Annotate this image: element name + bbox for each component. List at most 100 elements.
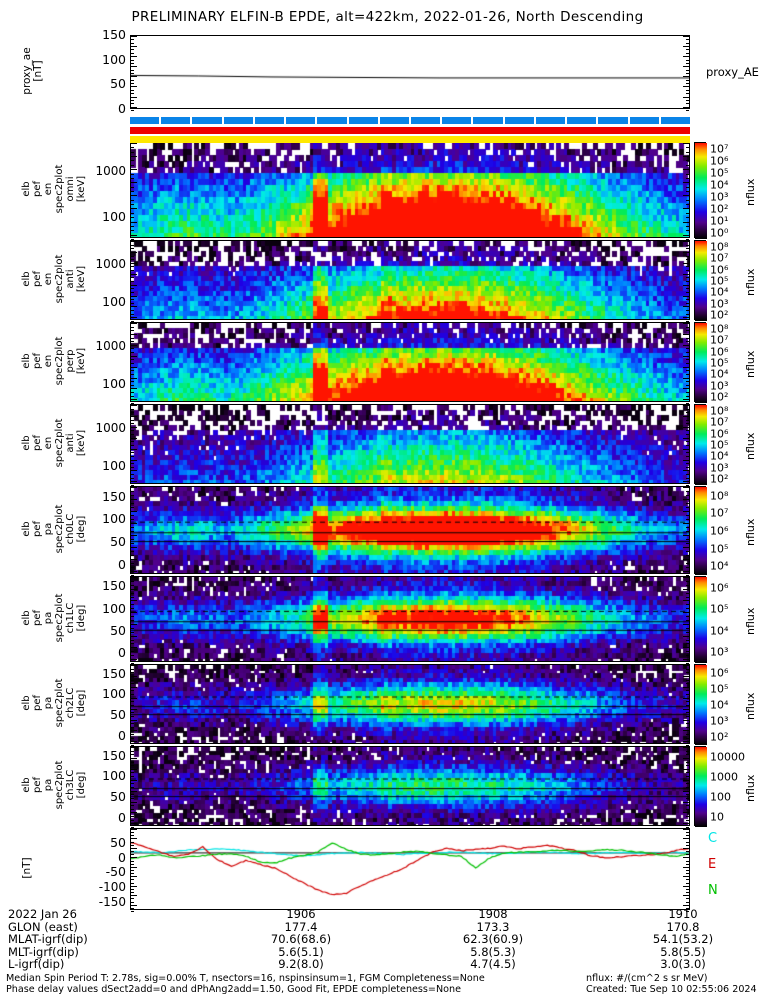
axis-tickmark [131,604,134,606]
axis-tickmark [131,477,134,479]
axis-tickmark [686,592,689,594]
axis-tickmark [686,326,689,328]
axis-tickmark [131,106,137,108]
axis-tickmark [131,36,137,37]
axis-tickmark [686,173,689,175]
axis-tickmark [683,415,689,417]
axis-tickmark [686,266,689,268]
axis-tickmark [131,779,137,781]
axis-tickmark [683,143,689,144]
ylabel-elb_pef_pa_spec2plot_ch0LC-5: [deg] [76,515,87,543]
axis-tickmark [131,266,134,268]
axis-tickmark [683,96,689,98]
axis-tickmark [131,539,134,540]
ytick-elb_pef_pa_spec2plot_ch3LC-3: 0 [118,809,126,825]
axis-tickmark [686,248,689,250]
colorbar-tick: 1000 [710,770,738,784]
panel-elb_pef_pa_spec2plot_ch2LC [130,664,690,746]
axis-tickmark [686,854,689,856]
axis-table-value: 173.3 [476,919,510,934]
ytick-elb_pef_pa_spec2plot_ch0LC-1: 100 [102,511,126,527]
colorbar-title: nflux [744,350,757,378]
axis-tickmark [686,384,689,386]
axis-tickmark [686,596,689,598]
status-segment [379,117,409,124]
axis-tickmark [686,419,689,421]
panel-plot-area [131,747,689,825]
ylabel-elb_pef_en_spec2plot_para-4: anti [65,269,76,289]
axis-tickmark [686,474,689,476]
ytick-proxy_ae-0: 150 [102,26,126,42]
panel-elb_pef_pa_spec2plot_ch3LC [130,746,690,828]
axis-tickmark [686,844,689,846]
axis-tickmark [131,790,137,792]
axis-tickmark [683,182,689,184]
axis-tickmark [683,36,689,37]
axis-table-value: 5.6(5.1) [278,944,324,959]
axis-tickmark [686,672,689,674]
axis-tickmark [683,600,689,602]
status-segment [567,117,597,124]
colorbar-gradient [695,747,707,827]
axis-tickmark [131,600,137,602]
axis-tickmark [686,515,689,516]
axis-tickmark [686,403,689,404]
panel-proxy_ae [130,35,690,111]
axis-tickmark [683,895,689,897]
axis-tickmark [686,199,689,201]
axis-tickmark [131,535,137,536]
axis-tickmark [686,539,689,540]
axis-tickmark [686,787,689,788]
axis-tickmark [131,882,134,884]
colorbar-tick: 10⁴ [710,698,729,712]
axis-tickmark [131,623,137,625]
fgm-legend-E: E [708,857,717,872]
axis-tickmark [131,96,137,98]
colorbar-tick: 10⁴ [710,367,729,381]
axis-tickmark [686,892,689,894]
axis-tickmark [131,348,134,350]
colorbar-tick: 10⁷ [710,415,729,429]
axis-table-value: 177.4 [284,919,318,934]
axis-tickmark [131,491,134,492]
axis-tickmark [131,812,137,814]
colorbar-gradient [695,143,707,239]
axis-tickmark [131,499,137,500]
footer-left: Median Spin Period T: 2.78s, sig=0.00% T… [6,973,485,996]
axis-tickmark [131,255,134,257]
axis-tickmark [686,455,689,457]
axis-tickmark [686,423,689,425]
axis-tickmark [686,712,689,714]
colorbar-elb_pef_en_spec2plot_omni: 10⁷ 10⁶ 10⁵ 10⁴ 10³ 10² 10¹ 10⁰ [694,142,728,239]
axis-tickmark [131,523,137,524]
ylabel-elb_pef_pa_spec2plot_ch0LC-1: pef [32,520,43,538]
status-segment [535,117,566,124]
axis-tickmark [683,647,689,649]
colorbar-tick: 10⁶ [710,666,729,680]
ytick-elb_pef_pa_spec2plot_ch2LC-1: 100 [102,686,126,702]
colorbar-tick: 10 [710,810,724,824]
axis-tickmark [131,690,134,692]
axis-tickmark [686,898,689,900]
axis-tickmark [686,841,689,843]
axis-tickmark [131,103,134,105]
axis-tickmark [683,273,689,275]
axis-tickmark [686,816,689,818]
axis-tickmark [131,772,134,774]
colorbar-tick: 10000 [710,750,745,764]
axis-tickmark [686,761,689,763]
colorbar-elb_pef_en_spec2plot_perp: 10⁸ 10⁷ 10⁶ 10⁵ 10⁴ 10³ 10² [694,322,728,403]
axis-tickmark [131,355,137,357]
axis-tickmark [686,363,689,364]
axis-tickmark [686,491,689,492]
axis-tickmark [131,741,137,743]
axis-table-value: 4.7(4.5) [470,957,516,972]
axis-tickmark [131,373,134,375]
axis-tickmark [686,259,689,261]
axis-tickmark [683,470,689,472]
axis-tickmark [131,59,134,61]
axis-table-value: 1910 [668,907,698,921]
axis-tickmark [131,381,134,383]
axis-tickmark [131,567,134,568]
status-segment [192,117,222,124]
